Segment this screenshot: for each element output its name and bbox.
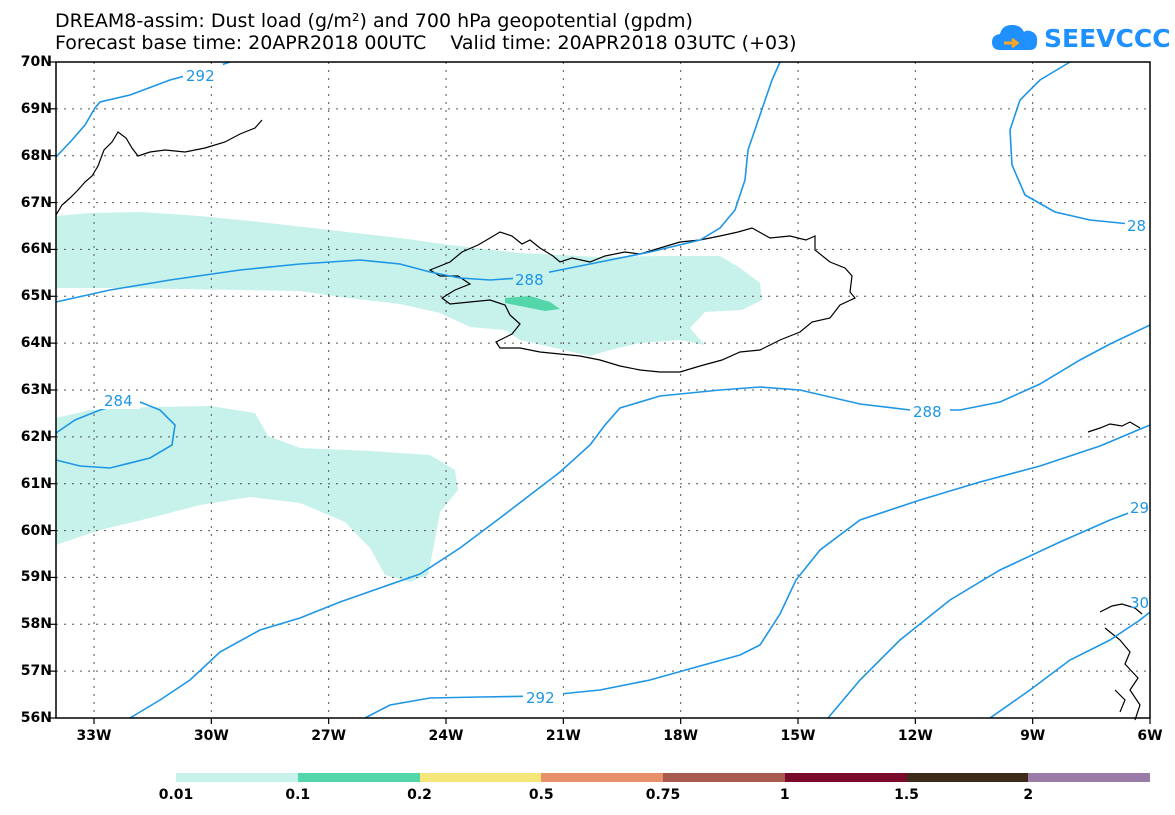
lat-label: 56N (20, 710, 52, 726)
lat-label: 60N (20, 522, 52, 539)
lon-label: 27W (311, 728, 347, 744)
geopotential-contours (55, 61, 1151, 719)
colorbar-segment (419, 773, 542, 782)
dust-shading (56, 212, 762, 582)
colorbar-segment (297, 773, 420, 782)
dust-area-core (505, 296, 560, 311)
lon-label: 33W (76, 728, 112, 744)
colorbar-label: 0.1 (285, 787, 311, 803)
colorbar-label: 0.5 (528, 787, 554, 803)
lat-label: 66N (20, 241, 52, 258)
lon-label: 12W (897, 728, 933, 744)
colorbar-label: 0.01 (158, 787, 194, 803)
cloud-icon (992, 25, 1038, 50)
contour-line (129, 324, 1151, 719)
lat-label: 61N (20, 475, 52, 492)
dust-area-north (56, 212, 762, 356)
lat-label: 59N (20, 569, 52, 586)
lat-label: 57N (20, 663, 52, 680)
lon-label: 15W (780, 728, 816, 744)
contour-labels: 292 288 284 288 292 28 29 30 (100, 64, 1150, 707)
lat-label: 62N (20, 428, 52, 445)
lon-label: 6W (1137, 728, 1163, 744)
lon-label: 9W (1020, 728, 1046, 744)
map-title-line2: Forecast base time: 20APR2018 00UTC Vali… (55, 32, 797, 54)
lon-label: 18W (663, 728, 699, 744)
map-title-line1: DREAM8-assim: Dust load (g/m²) and 700 h… (55, 10, 693, 32)
colorbar-label: 1.5 (894, 787, 919, 803)
contour-line (55, 399, 176, 469)
contour-label-284: 284 (104, 392, 133, 410)
contour-label-30-east: 30 (1130, 594, 1149, 612)
lat-label: 68N (20, 147, 52, 164)
dust-area-south (56, 406, 458, 582)
lat-label: 63N (20, 382, 52, 398)
lat-label: 69N (20, 100, 52, 117)
colorbar-label: 2 (1023, 787, 1034, 803)
contour-label-292-nw: 292 (186, 67, 215, 85)
colorbar-segment (1028, 773, 1150, 782)
lon-label: 21W (545, 728, 581, 744)
contour-line (989, 611, 1151, 719)
colorbar-segment (906, 773, 1029, 782)
contour-line (827, 504, 1151, 719)
contour-label-29-east: 29 (1130, 499, 1149, 517)
contour-label-288-iceland: 288 (515, 271, 544, 289)
seevccc-logo: SEEVCCC (990, 18, 1171, 58)
colorbar-segment (663, 773, 785, 782)
contour-label-292-south: 292 (526, 689, 555, 707)
lat-label: 70N (20, 54, 52, 70)
graticule (56, 62, 1150, 718)
colorbar-segment (541, 773, 663, 782)
contour-label-288-east: 288 (913, 403, 942, 421)
lon-label: 24W (428, 728, 464, 744)
contour-line (364, 424, 1151, 719)
greenland-coast (55, 119, 263, 216)
coastlines (55, 119, 1143, 721)
lat-label: 67N (20, 194, 52, 211)
axis-ticks (50, 61, 1151, 724)
iceland-coast (428, 227, 856, 373)
norway-coast (1087, 421, 1143, 721)
colorbar-label: 0.2 (407, 787, 432, 803)
lat-label: 58N (20, 616, 52, 633)
lat-label: 64N (20, 335, 52, 352)
colorbar-label: 0.75 (645, 787, 681, 803)
lat-label: 65N (20, 288, 52, 305)
contour-label-28-east: 28 (1127, 217, 1146, 235)
logo-text: SEEVCCC (1044, 23, 1171, 53)
colorbar-segment (176, 773, 298, 782)
contour-line (1009, 61, 1151, 226)
colorbar-label: 1 (779, 787, 790, 803)
colorbar-segment (784, 773, 907, 782)
lon-label: 30W (193, 728, 229, 744)
